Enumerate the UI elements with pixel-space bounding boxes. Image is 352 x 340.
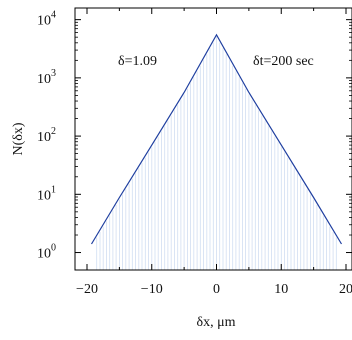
x-tick-label: −20 [76,282,98,297]
annotation-delta: δ=1.09 [118,54,157,69]
x-axis-title: δx, μm [197,315,236,330]
x-tick-label: 10 [274,282,288,297]
histogram-bars [96,36,337,270]
y-tick-label: 103 [37,68,56,87]
x-tick-label: 20 [339,282,352,297]
x-tick-label: −10 [141,282,163,297]
annotation-dt: δt=200 sec [253,54,314,69]
y-tick-label: 104 [37,10,56,29]
y-tick-exponent: 1 [51,184,56,195]
y-tick-label: 100 [37,243,56,262]
y-tick-exponent: 3 [51,68,56,79]
y-tick-label: 102 [37,126,56,145]
y-tick-exponent: 2 [51,126,56,137]
y-axis-title: N(δx) [11,122,26,155]
series-line [90,33,343,245]
x-tick-label: 0 [213,282,220,297]
y-tick-exponent: 4 [51,10,56,21]
y-tick-label: 101 [37,184,56,203]
y-tick-exponent: 0 [51,243,56,254]
